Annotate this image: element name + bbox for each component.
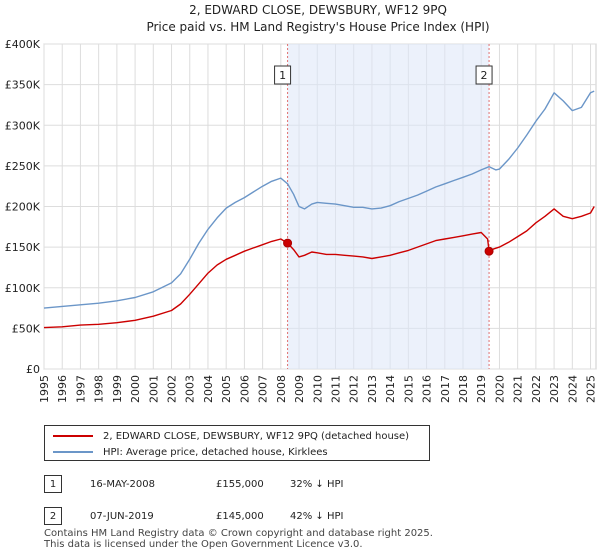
y-tick-label: £250K <box>5 160 41 173</box>
x-tick-label: 2005 <box>220 375 233 403</box>
transaction-number-badge: 1 <box>44 475 62 493</box>
x-tick-label: 2007 <box>257 375 270 403</box>
footer-line-licence: This data is licensed under the Open Gov… <box>44 539 363 550</box>
transaction-price: £155,000 <box>216 478 264 490</box>
x-tick-label: 2018 <box>457 375 470 403</box>
x-tick-label: 2009 <box>293 375 306 403</box>
x-tick-label: 2010 <box>311 375 324 403</box>
y-tick-label: £200K <box>5 201 41 214</box>
x-tick-label: 2015 <box>402 375 415 403</box>
x-tick-label: 2003 <box>184 375 197 403</box>
x-tick-label: 2021 <box>512 375 525 403</box>
x-tick-label: 2000 <box>129 375 142 403</box>
x-tick-label: 2001 <box>147 375 160 403</box>
y-tick-label: £100K <box>5 282 41 295</box>
transaction-date: 07-JUN-2019 <box>90 510 154 522</box>
y-tick-label: £150K <box>5 241 41 254</box>
series-line-hpi <box>43 90 595 309</box>
x-tick-label: 2014 <box>384 375 397 403</box>
marker-badge <box>274 65 292 85</box>
series-line-property <box>43 206 595 329</box>
sale-point <box>283 238 293 248</box>
x-tick-label: 2006 <box>238 375 251 403</box>
y-tick-label: £400K <box>5 38 41 51</box>
x-tick-label: 1999 <box>111 375 124 403</box>
chart-title: 2, EDWARD CLOSE, DEWSBURY, WF12 9PQ <box>189 3 447 17</box>
sale-point <box>484 246 494 256</box>
x-tick-label: 2017 <box>439 375 452 403</box>
x-tick-label: 2025 <box>585 375 598 403</box>
x-tick-label: 1995 <box>38 375 51 403</box>
price-chart: 2, EDWARD CLOSE, DEWSBURY, WF12 9PQ Pric… <box>5 3 598 403</box>
y-tick-label: £300K <box>5 119 41 132</box>
x-tick-label: 2019 <box>475 375 488 403</box>
x-tick-label: 2011 <box>329 375 342 403</box>
x-tick-label: 1998 <box>93 375 106 403</box>
x-tick-label: 2013 <box>366 375 379 403</box>
x-tick-label: 2016 <box>421 375 434 403</box>
x-tick-label: 2002 <box>166 375 179 403</box>
x-tick-label: 2012 <box>348 375 361 403</box>
footer-attribution: Contains HM Land Registry data © Crown c… <box>44 528 584 550</box>
chart-legend: 2, EDWARD CLOSE, DEWSBURY, WF12 9PQ (det… <box>44 425 430 461</box>
legend-swatch-blue <box>53 451 93 453</box>
x-tick-label: 2004 <box>202 375 215 403</box>
footer-line-copyright: Contains HM Land Registry data © Crown c… <box>44 528 433 539</box>
chart-subtitle: Price paid vs. HM Land Registry's House … <box>146 20 489 34</box>
x-tick-label: 2022 <box>530 375 543 403</box>
transaction-price: £145,000 <box>216 510 264 522</box>
x-tick-label: 2020 <box>493 375 506 403</box>
legend-item-property: 2, EDWARD CLOSE, DEWSBURY, WF12 9PQ (det… <box>53 428 409 444</box>
legend-label-hpi: HPI: Average price, detached house, Kirk… <box>103 446 328 458</box>
x-tick-label: 1996 <box>56 375 69 403</box>
transaction-date: 16-MAY-2008 <box>90 478 156 490</box>
x-tick-label: 2024 <box>566 375 579 403</box>
marker-badge-label: 1 <box>279 69 286 82</box>
y-tick-label: £350K <box>5 79 41 92</box>
transaction-hpi-diff: 32% ↓ HPI <box>290 478 344 490</box>
x-tick-label: 2023 <box>548 375 561 403</box>
legend-swatch-red <box>53 435 93 437</box>
x-tick-label: 1997 <box>74 375 87 403</box>
transaction-hpi-diff: 42% ↓ HPI <box>290 510 344 522</box>
y-tick-label: £50K <box>12 322 41 335</box>
marker-badge <box>475 65 493 85</box>
legend-label-property: 2, EDWARD CLOSE, DEWSBURY, WF12 9PQ (det… <box>103 430 410 442</box>
marker-badge-label: 2 <box>481 69 488 82</box>
x-tick-label: 2008 <box>275 375 288 403</box>
y-tick-label: £0 <box>26 363 40 376</box>
legend-item-hpi: HPI: Average price, detached house, Kirk… <box>53 444 328 460</box>
transaction-number-badge: 2 <box>44 507 62 525</box>
